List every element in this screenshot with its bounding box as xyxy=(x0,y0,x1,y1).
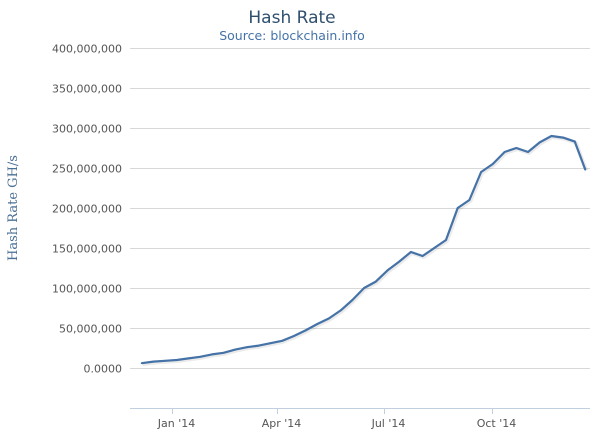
data-point xyxy=(351,299,354,301)
y-tick-label: 50,000,000 xyxy=(59,323,122,336)
x-axis-ticks: Jan '14 Apr '14 Jul '14 Oct '14 xyxy=(157,408,517,430)
y-tick-label: 150,000,000 xyxy=(52,243,122,256)
series-group xyxy=(140,134,589,367)
data-point xyxy=(281,339,284,342)
data-point xyxy=(433,247,436,249)
data-point xyxy=(398,260,401,263)
data-point xyxy=(293,335,295,337)
x-tick-label: Jul '14 xyxy=(371,417,406,430)
data-point xyxy=(410,251,412,253)
y-tick-label: 100,000,000 xyxy=(52,283,122,296)
data-point xyxy=(550,135,553,137)
y-tick-label: 400,000,000 xyxy=(52,43,122,56)
data-point xyxy=(363,287,365,289)
data-point xyxy=(257,344,260,347)
data-point xyxy=(234,348,237,351)
y-tick-label: 250,000,000 xyxy=(52,163,122,176)
data-point xyxy=(152,360,155,363)
data-point xyxy=(386,269,389,272)
data-point xyxy=(339,309,342,312)
data-point xyxy=(304,329,307,332)
data-point xyxy=(445,239,447,241)
data-point xyxy=(140,362,143,365)
series-line-hash-rate xyxy=(141,134,587,365)
data-point xyxy=(468,199,471,201)
data-point xyxy=(421,255,424,257)
y-axis-label: Hash Rate GH/s xyxy=(6,155,21,261)
data-point xyxy=(562,136,564,139)
data-point xyxy=(527,151,529,153)
data-point xyxy=(328,317,330,320)
data-point xyxy=(269,342,272,345)
data-point xyxy=(175,359,178,361)
data-point xyxy=(316,323,319,325)
y-tick-label: 0.0000 xyxy=(84,363,123,376)
data-point xyxy=(491,163,494,165)
x-tick-label: Oct '14 xyxy=(477,417,517,430)
data-point xyxy=(222,351,225,354)
data-point xyxy=(538,141,541,144)
y-axis-ticks: 0.0000 50,000,000 100,000,000 150,000,000 20… xyxy=(52,43,122,376)
chart-subtitle: Source: blockchain.info xyxy=(219,28,365,43)
data-point xyxy=(584,168,587,171)
chart-title: Hash Rate xyxy=(248,8,335,28)
data-point xyxy=(211,353,213,356)
data-point xyxy=(480,171,482,173)
data-point xyxy=(573,140,576,143)
y-tick-label: 200,000,000 xyxy=(52,203,122,216)
data-point xyxy=(164,359,167,362)
series-shadow xyxy=(142,135,589,367)
data-point xyxy=(187,357,190,360)
data-point xyxy=(374,280,377,283)
data-point xyxy=(199,355,202,358)
y-tick-label: 350,000,000 xyxy=(52,83,122,96)
data-point xyxy=(515,147,518,149)
grid-lines xyxy=(130,48,590,409)
x-tick-label: Apr '14 xyxy=(262,417,302,430)
x-tick-label: Jan '14 xyxy=(157,417,195,430)
data-point xyxy=(246,346,248,349)
data-point xyxy=(456,207,459,209)
y-tick-label: 300,000,000 xyxy=(52,123,122,136)
data-point xyxy=(503,151,506,153)
